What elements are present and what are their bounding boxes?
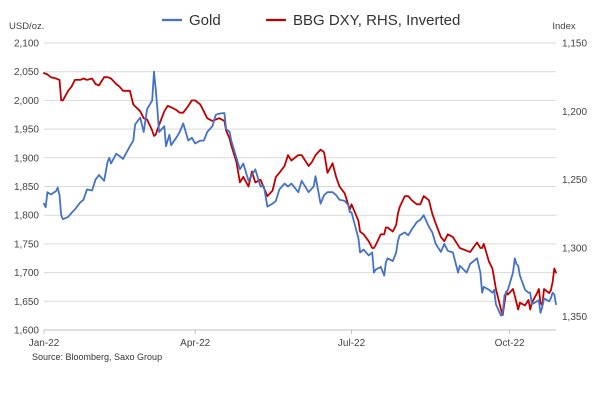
left-axis-unit-label: USD/oz. — [9, 21, 44, 32]
left-tick-label: 1,900 — [14, 153, 39, 164]
left-tick-label: 1,950 — [14, 125, 39, 136]
left-tick-label: 1,850 — [14, 182, 39, 193]
x-tick-label: Jul-22 — [338, 338, 366, 349]
gridlines — [44, 42, 556, 331]
series-line-dxy — [43, 72, 557, 316]
right-tick-label: 1,200 — [562, 107, 587, 118]
legend-label-gold: Gold — [189, 12, 221, 29]
x-tick-label: Apr-22 — [180, 338, 210, 349]
x-axis-ticks: Jan-22 Apr-22 Jul-22 Oct-22 — [29, 330, 525, 349]
source-note: Source: Bloomberg, Saxo Group — [32, 352, 162, 362]
series-lines — [43, 70, 557, 317]
left-tick-label: 2,100 — [14, 39, 39, 50]
legend: Gold BBG DXY, RHS, Inverted — [162, 12, 460, 29]
x-tick-label: Oct-22 — [495, 338, 525, 349]
right-axis-unit-label: Index — [552, 21, 575, 32]
left-tick-label: 2,000 — [14, 96, 39, 107]
right-tick-label: 1,300 — [562, 244, 587, 255]
left-tick-label: 1,650 — [14, 297, 39, 308]
left-tick-label: 1,700 — [14, 268, 39, 279]
right-tick-label: 1,150 — [562, 39, 587, 50]
x-tick-label: Jan-22 — [29, 338, 60, 349]
right-tick-label: 1,350 — [562, 312, 587, 323]
right-axis-ticks: 1,150 1,200 1,250 1,300 1,350 — [562, 39, 587, 323]
series-line-gold — [43, 70, 557, 317]
right-tick-label: 1,250 — [562, 175, 587, 186]
left-tick-label: 1,800 — [14, 211, 39, 222]
legend-label-dxy: BBG DXY, RHS, Inverted — [293, 12, 460, 29]
left-tick-label: 2,050 — [14, 67, 39, 78]
left-axis-ticks: 2,100 2,050 2,000 1,950 1,900 1,850 1,800 1,750… — [14, 39, 39, 337]
left-tick-label: 1,750 — [14, 239, 39, 250]
left-tick-label: 1,600 — [14, 326, 39, 337]
